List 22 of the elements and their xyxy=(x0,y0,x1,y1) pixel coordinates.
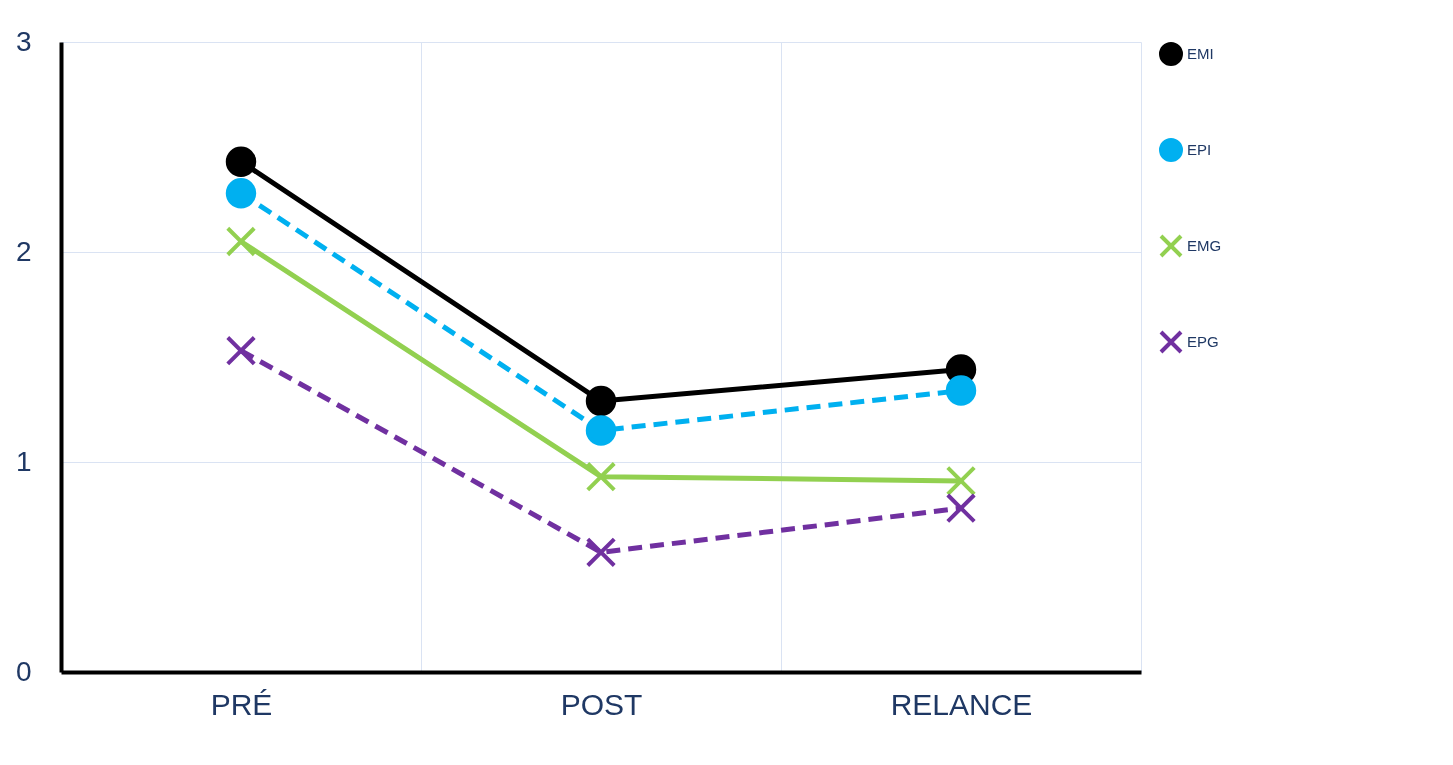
point xyxy=(225,335,257,366)
point xyxy=(225,226,257,257)
y-tick-label: 2 xyxy=(15,235,32,267)
y-tick-label: 1 xyxy=(15,445,32,477)
point xyxy=(585,385,617,417)
legend-label: EMI xyxy=(1187,45,1214,62)
x-tick-label: PRÉ xyxy=(210,687,273,721)
y-tick-label: 3 xyxy=(15,25,32,57)
legend-label: EPG xyxy=(1187,333,1219,350)
point xyxy=(945,375,977,406)
point xyxy=(585,537,617,568)
x-tick-label: POST xyxy=(560,687,643,721)
point xyxy=(945,492,977,524)
y-tick-label: 0 xyxy=(15,655,32,687)
x-tick-label: RELANCE xyxy=(890,687,1033,721)
legend-label: EPI xyxy=(1187,141,1212,158)
point xyxy=(585,415,617,446)
point xyxy=(945,465,977,497)
point xyxy=(225,178,257,209)
point xyxy=(225,146,257,177)
point xyxy=(585,461,617,492)
legend-label: EMG xyxy=(1187,237,1222,254)
